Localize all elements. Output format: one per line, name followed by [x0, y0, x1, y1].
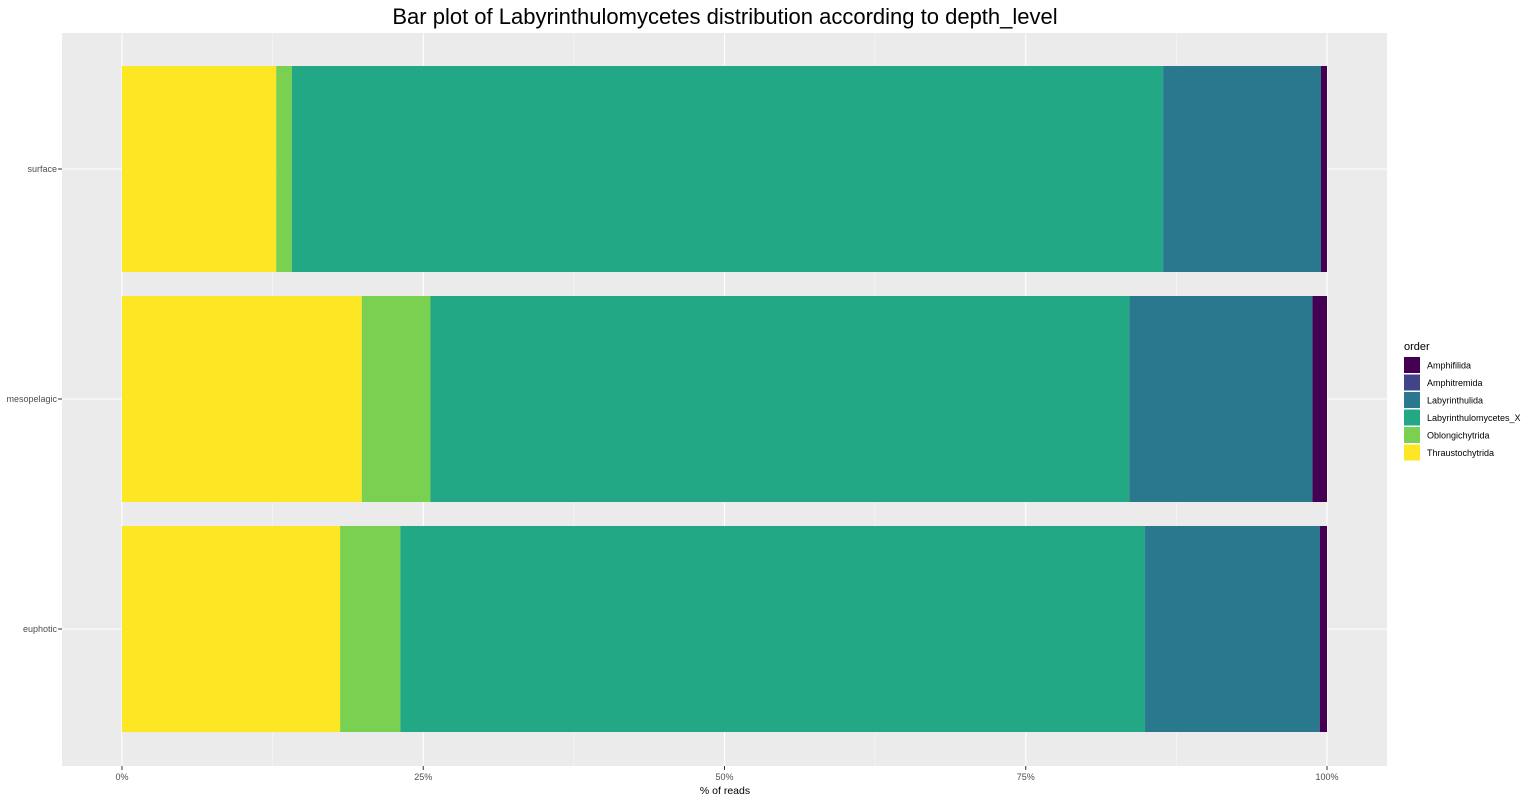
bar-segment	[430, 296, 1130, 502]
bar-segment	[122, 66, 277, 272]
bar-segment	[1320, 66, 1327, 272]
y-tick-label: euphotic	[23, 624, 58, 634]
legend-swatch	[1404, 357, 1420, 373]
legend-label: Amphitremida	[1427, 378, 1483, 388]
x-tick-label: 50%	[715, 772, 733, 782]
legend-title: order	[1404, 341, 1430, 353]
legend-items: Amphifilida Amphitremida Labyrinthulida Lab…	[1404, 357, 1521, 461]
x-tick-label: 100%	[1315, 772, 1338, 782]
bar-segment	[122, 296, 362, 502]
legend-swatch	[1404, 409, 1420, 426]
bars-layer	[122, 66, 1327, 732]
legend-swatch	[1404, 374, 1420, 391]
bar-segment	[1312, 296, 1327, 502]
y-axis: surface mesopelagic euphotic	[6, 164, 62, 634]
legend-swatch	[1404, 444, 1420, 461]
legend-label: Labyrinthulida	[1427, 396, 1483, 406]
legend-label: Thraustochytrida	[1427, 448, 1494, 458]
bar-segment	[276, 66, 292, 272]
x-tick-label: 25%	[414, 772, 432, 782]
bar-segment	[1129, 296, 1313, 502]
bar-segment	[340, 526, 401, 732]
bar-segment	[291, 66, 1164, 272]
bar-segment	[361, 296, 431, 502]
legend: order Amphifilida Amphitremida Labyrinthul…	[1404, 341, 1521, 461]
x-axis: 0% 25% 50% 75% 100%	[115, 766, 1339, 782]
y-tick-label: surface	[27, 164, 57, 174]
x-tick-label: 0%	[115, 772, 128, 782]
legend-swatch	[1404, 392, 1420, 408]
legend-swatch	[1404, 427, 1420, 443]
bar-segment	[400, 526, 1146, 732]
bar-segment	[122, 526, 341, 732]
chart-title: Bar plot of Labyrinthulomycetes distribu…	[392, 4, 1057, 29]
legend-label: Oblongichytrida	[1427, 431, 1490, 441]
bar-segment	[1163, 66, 1321, 272]
legend-label: Amphifilida	[1427, 361, 1471, 371]
x-tick-label: 75%	[1017, 772, 1035, 782]
bar-segment	[1319, 526, 1327, 732]
legend-label: Labyrinthulomycetes_X	[1427, 413, 1521, 423]
y-tick-label: mesopelagic	[6, 394, 57, 404]
bar-segment	[1145, 526, 1320, 732]
x-axis-title: % of reads	[700, 785, 750, 797]
